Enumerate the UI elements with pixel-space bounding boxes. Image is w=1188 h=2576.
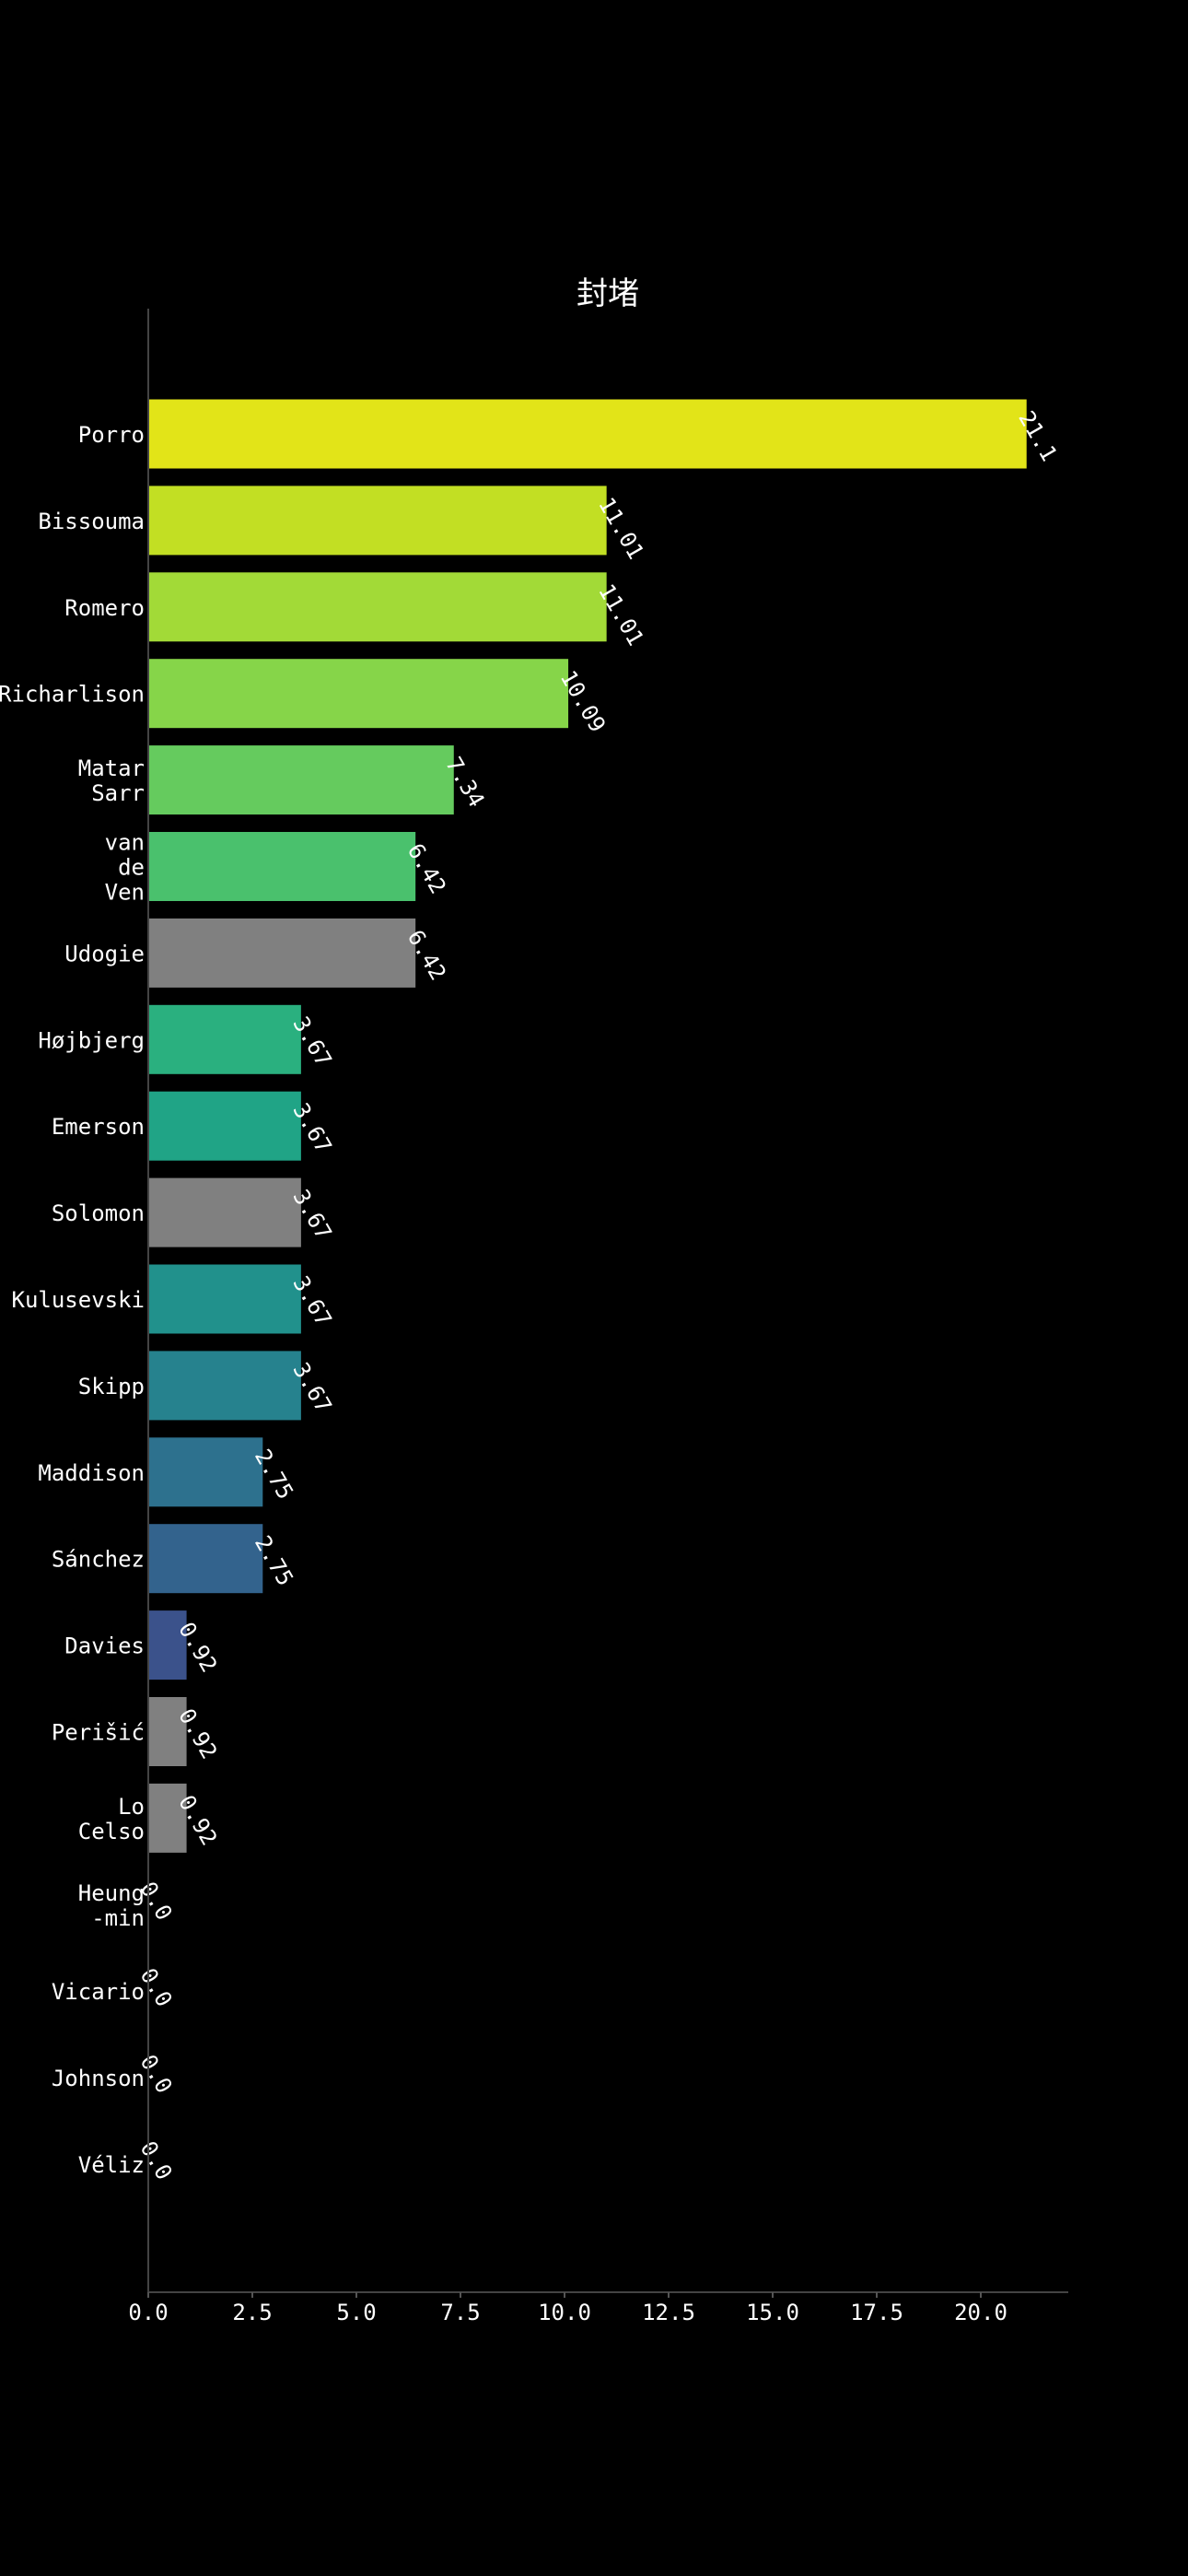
category-label-line: Porro <box>78 422 145 448</box>
category-label-line: Højbjerg <box>38 1027 145 1053</box>
category-label: Sánchez <box>52 1547 145 1573</box>
category-label-line: Sánchez <box>52 1547 145 1573</box>
category-label: Véliz <box>78 2152 145 2178</box>
category-label-line: Romero <box>64 595 145 621</box>
x-tick-label: 15.0 <box>746 2300 799 2325</box>
x-tick-label: 12.5 <box>642 2300 695 2325</box>
x-tick-label: 10.0 <box>538 2300 591 2325</box>
category-label: Bissouma <box>38 509 145 534</box>
category-label: Højbjerg <box>38 1027 145 1053</box>
category-label: Udogie <box>64 941 145 966</box>
category-label-line: Emerson <box>52 1114 145 1140</box>
bar <box>148 1264 301 1334</box>
x-tick-label: 0.0 <box>128 2300 168 2325</box>
bar <box>148 832 416 901</box>
category-label: Davies <box>64 1633 145 1659</box>
bar <box>148 1004 301 1074</box>
category-label-line: van <box>105 830 145 856</box>
bar <box>148 1610 187 1680</box>
bar <box>148 918 416 988</box>
category-label-line: Perišić <box>52 1720 145 1746</box>
category-label-line: Heung <box>78 1880 145 1906</box>
category-label: Richarlison <box>0 682 145 708</box>
category-label: Kulusevski <box>12 1287 146 1313</box>
category-label: Lo Celso <box>78 1794 145 1844</box>
category-label-line: Udogie <box>64 941 145 966</box>
category-label-line: Johnson <box>52 2066 145 2091</box>
category-label: Perišić <box>52 1720 145 1746</box>
bar <box>148 1697 187 1766</box>
bar <box>148 1177 301 1247</box>
bar <box>148 486 607 556</box>
x-tick-label: 7.5 <box>440 2300 480 2325</box>
category-label-line: Bissouma <box>38 509 145 534</box>
x-ticks-group: 0.0 2.5 5.0 7.5 10.0 12.5 15.0 17.5 20.0 <box>128 2292 1007 2325</box>
bar <box>148 1524 263 1594</box>
category-label-line: Skipp <box>78 1374 145 1399</box>
bar <box>148 1783 187 1853</box>
category-label: Romero <box>64 595 145 621</box>
chart-title: 封堵 <box>577 275 639 312</box>
category-label-line: Celso <box>78 1819 145 1844</box>
category-label-line: Lo <box>118 1794 145 1820</box>
bar <box>148 745 454 815</box>
category-label: Maddison <box>38 1460 145 1486</box>
category-label-line: de <box>118 855 145 881</box>
category-label-line: Solomon <box>52 1200 145 1226</box>
category-label-line: Maddison <box>38 1460 145 1486</box>
category-label-line: Véliz <box>78 2152 145 2178</box>
x-tick-label: 2.5 <box>232 2300 272 2325</box>
category-label: Matar Sarr <box>78 755 145 806</box>
bar <box>148 572 607 642</box>
bar <box>148 1091 301 1161</box>
x-tick-label: 20.0 <box>954 2300 1007 2325</box>
x-tick-label: 17.5 <box>850 2300 903 2325</box>
category-label-line: Kulusevski <box>12 1287 146 1313</box>
bar <box>148 399 1027 469</box>
category-labels-group: Porro Bissouma Romero Richarlison Matar Sarr v… <box>0 422 145 2178</box>
category-label-line: Sarr <box>91 780 145 806</box>
category-label: Heung -min <box>78 1880 145 1931</box>
category-label: Skipp <box>78 1374 145 1399</box>
category-label-line: Vicario <box>52 1979 145 2005</box>
category-label: van de Ven <box>105 830 145 906</box>
category-label: Porro <box>78 422 145 448</box>
category-label-line: Matar <box>78 755 145 781</box>
category-label: Emerson <box>52 1114 145 1140</box>
bar <box>148 1351 301 1421</box>
bars-group <box>148 399 1027 1853</box>
category-label: Vicario <box>52 1979 145 2005</box>
category-label-line: Ven <box>105 880 145 906</box>
bar <box>148 1437 263 1507</box>
category-label: Johnson <box>52 2066 145 2091</box>
x-tick-label: 5.0 <box>336 2300 376 2325</box>
category-label-line: Richarlison <box>0 682 145 708</box>
category-label: Solomon <box>52 1200 145 1226</box>
category-label-line: Davies <box>64 1633 145 1659</box>
category-label-line: -min <box>91 1905 145 1931</box>
bar <box>148 659 569 729</box>
